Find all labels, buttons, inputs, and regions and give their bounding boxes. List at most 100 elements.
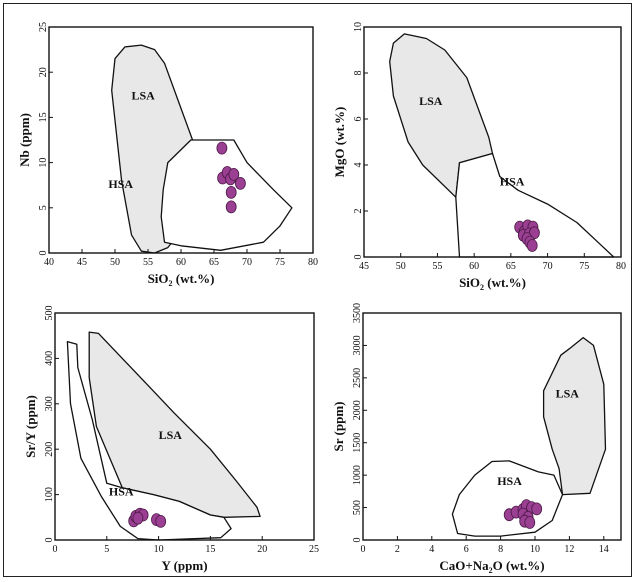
y-tick-label: 0 <box>353 255 364 260</box>
x-tick-label: 0 <box>53 544 58 555</box>
y-tick-label: 2 <box>353 209 364 214</box>
region-hsa <box>451 460 564 537</box>
y-tick-label: 400 <box>44 351 55 366</box>
region-label-lsa: LSA <box>132 88 156 102</box>
region-lsa <box>542 336 607 496</box>
x-tick-label: 5 <box>104 544 109 555</box>
y-tick-label: 1000 <box>352 465 363 485</box>
x-axis-title: SiO2 (wt.%) <box>459 275 526 292</box>
y-tick-label: 500 <box>44 306 55 321</box>
region-label-hsa: HSA <box>109 485 134 499</box>
x-tick-label: 60 <box>176 257 186 268</box>
x-tick-label: 6 <box>464 544 469 555</box>
y-tick-label: 3500 <box>352 303 363 323</box>
y-tick-label: 20 <box>38 67 49 77</box>
y-tick-label: 25 <box>38 22 49 32</box>
x-tick-label: 10 <box>530 544 540 555</box>
y-tick-label: 2000 <box>352 400 363 420</box>
x-axis-title-rest: (wt.%) <box>484 275 526 290</box>
sample-point <box>132 511 144 525</box>
x-tick-label: 40 <box>44 257 54 268</box>
y-tick-label: 0 <box>44 538 55 543</box>
region-label-lsa: LSA <box>419 94 443 108</box>
panel-sr-vs-cao-na2o: LSA HSA 0 2 4 6 8 10 12 14 0 500 1000 1500 2000 2500 300… <box>331 303 622 575</box>
x-tick-label: 8 <box>498 544 503 555</box>
y-axis-title: Sr (ppm) <box>331 402 346 452</box>
y-tick-label: 200 <box>44 442 55 457</box>
x-axis-title: Y (ppm) <box>161 558 207 573</box>
x-tick-label: 2 <box>395 544 400 555</box>
x-axis-title-main: SiO <box>148 271 169 286</box>
sample-point <box>524 516 536 529</box>
y-tick-label: 10 <box>38 158 49 168</box>
y-tick-label: 8 <box>353 71 364 76</box>
x-axis-title-main: SiO <box>459 275 480 290</box>
x-tick-label: 65 <box>209 257 219 268</box>
sample-point <box>228 167 240 181</box>
y-tick-label: 4 <box>353 163 364 168</box>
x-axis-title-main: CaO+Na <box>439 558 489 573</box>
y-axis-title: MgO (wt.%) <box>332 107 347 178</box>
x-tick-label: 10 <box>154 544 164 555</box>
x-tick-label: 4 <box>429 544 434 555</box>
x-tick-label: 45 <box>77 257 87 268</box>
x-tick-label: 55 <box>432 261 442 272</box>
sample-point <box>225 185 237 199</box>
region-label-hsa: HSA <box>108 177 133 191</box>
figure-frame <box>3 3 632 577</box>
y-axis-title: Nb (ppm) <box>17 113 32 167</box>
sample-point <box>225 200 237 214</box>
x-tick-label: 75 <box>275 257 285 268</box>
region-hsa <box>455 152 615 258</box>
x-tick-label: 25 <box>309 544 319 555</box>
y-tick-label: 0 <box>38 251 49 256</box>
region-label-hsa: HSA <box>500 175 525 189</box>
x-tick-label: 50 <box>110 257 120 268</box>
y-tick-label: 15 <box>38 112 49 122</box>
x-tick-label: 14 <box>599 544 609 555</box>
plot-frame <box>363 26 622 258</box>
x-tick-label: 12 <box>564 544 574 555</box>
y-tick-label: 100 <box>44 487 55 502</box>
panel-nb-vs-sio2: LSA HSA 40 45 50 55 60 65 70 75 80 0 5 10 15 20 25 SiO2 (… <box>17 22 318 288</box>
x-tick-label: 70 <box>242 257 252 268</box>
x-axis-title-rest: O (wt.%) <box>493 558 545 573</box>
sample-point <box>531 502 543 516</box>
region-hsa <box>66 340 232 541</box>
y-tick-label: 5 <box>38 205 49 210</box>
x-axis-title-sub: 2 <box>480 283 484 292</box>
x-tick-label: 20 <box>257 544 267 555</box>
region-lsa <box>88 331 261 518</box>
x-tick-label: 80 <box>616 261 626 272</box>
x-axis-title: CaO+Na2O (wt.%) <box>439 558 544 575</box>
x-tick-label: 15 <box>205 544 215 555</box>
x-tick-label: 45 <box>359 261 369 272</box>
y-tick-label: 2500 <box>352 368 363 388</box>
y-axis-title: Sr/Y (ppm) <box>23 395 38 458</box>
sample-point <box>216 141 228 155</box>
x-axis-title-sub: 2 <box>489 566 493 575</box>
x-tick-label: 55 <box>143 257 153 268</box>
sample-point <box>234 176 246 190</box>
y-tick-label: 300 <box>44 396 55 411</box>
x-tick-label: 60 <box>469 261 479 272</box>
y-tick-label: 500 <box>352 500 363 515</box>
x-axis-title-sub: 2 <box>169 279 173 288</box>
y-tick-label: 1500 <box>352 433 363 453</box>
region-label-lsa: LSA <box>556 386 580 400</box>
x-axis-title: SiO2 (wt.%) <box>148 271 215 288</box>
y-tick-label: 0 <box>352 538 363 543</box>
x-tick-label: 50 <box>396 261 406 272</box>
x-axis-title-rest: (wt.%) <box>173 271 215 286</box>
sample-point <box>155 515 167 528</box>
x-tick-label: 65 <box>506 261 516 272</box>
plot-frame <box>54 312 315 541</box>
x-tick-label: 0 <box>361 544 366 555</box>
plot-frame <box>362 312 622 541</box>
y-tick-label: 10 <box>353 22 364 32</box>
region-label-lsa: LSA <box>159 428 183 442</box>
region-label-hsa: HSA <box>497 474 522 488</box>
x-tick-label: 75 <box>579 261 589 272</box>
